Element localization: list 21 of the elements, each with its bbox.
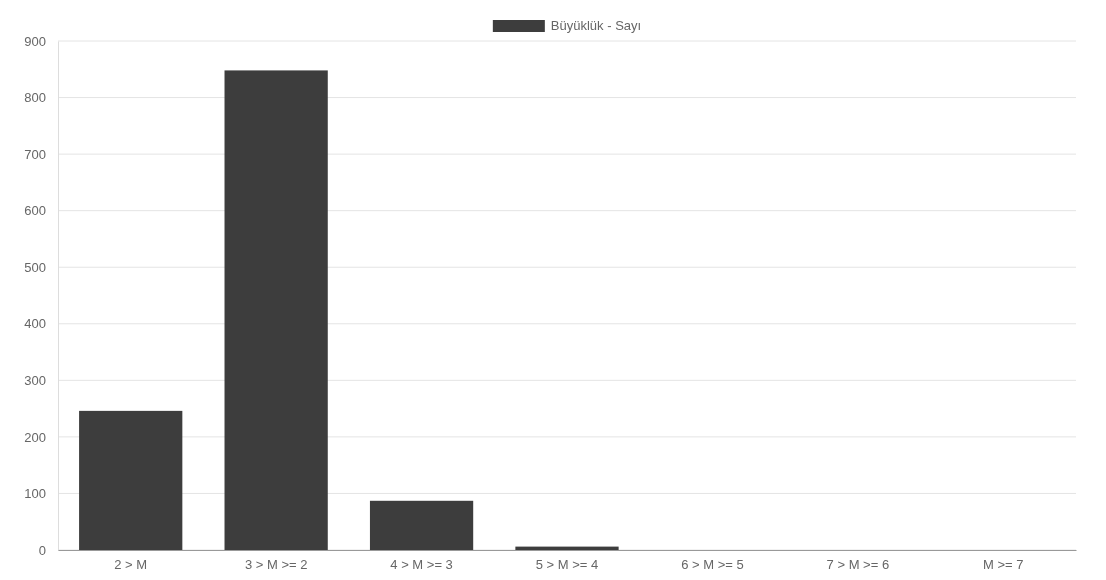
y-tick-label: 900 [24, 33, 46, 49]
legend-label: Büyüklük - Sayı [550, 18, 642, 33]
y-tick-label: 0 [38, 542, 46, 558]
x-tick-label: 7 > M >= 6 [826, 557, 890, 573]
x-tick-label: 6 > M >= 5 [681, 557, 744, 573]
y-tick-label: 400 [24, 316, 46, 332]
y-tick-label: 200 [24, 429, 46, 445]
x-tick-label: 2 > M [114, 557, 148, 573]
y-tick-label: 800 [24, 90, 46, 106]
y-tick-label: 600 [24, 203, 46, 219]
x-tick-label: M >= 7 [983, 557, 1024, 573]
y-tick-label: 700 [24, 146, 46, 162]
x-tick-label: 4 > M >= 3 [390, 557, 453, 573]
x-tick-label: 3 > M >= 2 [244, 557, 308, 573]
y-tick-label: 500 [24, 259, 46, 275]
bar [369, 500, 474, 550]
bar [79, 410, 183, 550]
y-tick-label: 100 [24, 486, 46, 502]
y-tick-label: 300 [24, 372, 46, 388]
x-tick-label: 5 > M >= 4 [535, 557, 599, 573]
bar [224, 70, 328, 550]
